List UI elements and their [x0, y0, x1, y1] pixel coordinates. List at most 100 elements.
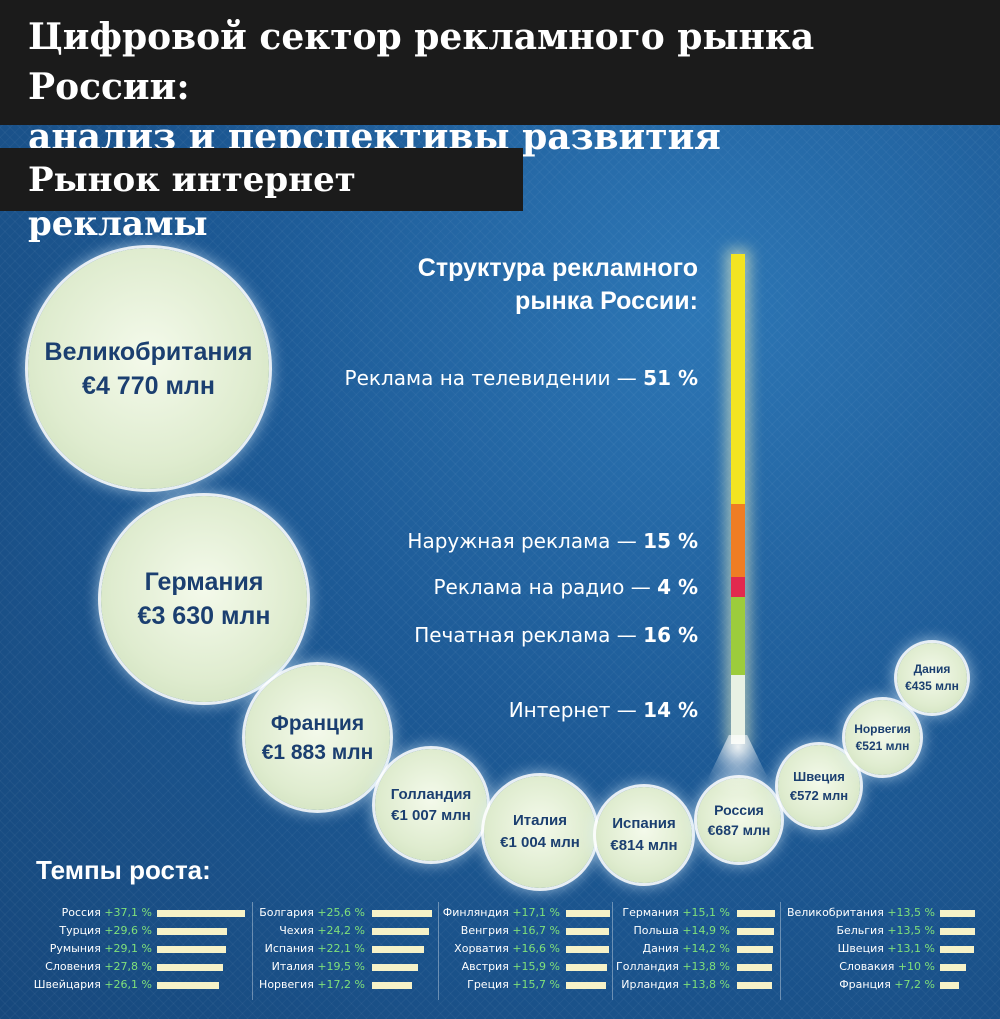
bubble-value: €1 883 млн	[261, 740, 374, 764]
growth-country: Венгрия	[460, 924, 513, 937]
growth-value: +10 %	[897, 960, 935, 973]
growth-bar	[372, 964, 418, 971]
growth-country: Хорватия	[454, 942, 513, 955]
bubble-italy: Италия €1 004 млн	[484, 776, 596, 888]
growth-row: Швеция +13,1 %	[0, 940, 935, 958]
bubble-sweden: Швеция €572 млн	[778, 745, 860, 827]
growth-country: Румыния	[49, 942, 105, 955]
bubble-norway: Норвегия €521 млн	[845, 700, 920, 775]
segment-name: Интернет —	[508, 698, 637, 722]
structure-title-line-1: Структура рекламного	[417, 254, 698, 282]
growth-row: Финляндия +17,1 %	[0, 904, 560, 922]
segment-name: Реклама на радио —	[433, 575, 651, 599]
bubble-country: Великобритания	[44, 337, 253, 366]
growth-country: Швеция	[837, 942, 888, 955]
growth-country: Голландия	[616, 960, 683, 973]
header-banner: Цифровой сектор рекламного рынка России:…	[0, 0, 1000, 158]
growth-value: +19,5 %	[317, 960, 365, 973]
growth-bar	[157, 982, 219, 989]
structure-bar	[731, 254, 745, 744]
bubble-value: €1 007 млн	[391, 807, 471, 824]
growth-bar	[566, 964, 607, 971]
growth-value: +16,6 %	[512, 942, 560, 955]
growth-country: Италия	[271, 960, 318, 973]
growth-value: +17,1 %	[512, 906, 560, 919]
bubble-germany: Германия €3 630 млн	[101, 496, 307, 702]
segment-label-radio: Реклама на радио — 4 %	[433, 575, 698, 599]
section-title: Рынок интернет рекламы	[28, 160, 356, 244]
growth-row: Германия +15,1 %	[0, 904, 730, 922]
growth-row: Словакия +10 %	[0, 958, 935, 976]
growth-bar	[940, 964, 966, 971]
growth-value: +25,6 %	[317, 906, 365, 919]
growth-value: +13,1 %	[887, 942, 935, 955]
growth-country: Финляндия	[442, 906, 513, 919]
growth-country: Болгария	[259, 906, 318, 919]
growth-value: +17,2 %	[317, 978, 365, 991]
growth-value: +15,1 %	[682, 906, 730, 919]
page-title: Цифровой сектор рекламного рынка России:…	[28, 12, 988, 162]
growth-bar	[372, 910, 432, 917]
growth-row: Румыния +29,1 %	[0, 940, 152, 958]
growth-bar	[157, 964, 223, 971]
bubble-country: Россия	[714, 802, 764, 818]
section-banner: Рынок интернет рекламы	[0, 148, 523, 244]
growth-bar	[372, 982, 413, 989]
growth-value: +13,5 %	[887, 906, 935, 919]
growth-bar	[157, 910, 245, 917]
growth-value: +14,2 %	[682, 942, 730, 955]
bubble-value: €435 млн	[905, 679, 959, 693]
growth-bar	[940, 946, 974, 953]
growth-row: Турция +29,6 %	[0, 922, 152, 940]
growth-value: +13,8 %	[682, 960, 730, 973]
growth-value: +16,7 %	[512, 924, 560, 937]
segment-label-internet: Интернет — 14 %	[509, 698, 698, 722]
growth-country: Испания	[264, 942, 318, 955]
structure-segment-4	[731, 675, 745, 744]
growth-country: Словакия	[839, 960, 898, 973]
segment-value: 15 %	[643, 529, 698, 553]
bubble-denmark: Дания €435 млн	[897, 643, 967, 713]
segment-name: Наружная реклама —	[407, 529, 637, 553]
bubble-value: €572 млн	[789, 788, 849, 803]
growth-bar	[157, 928, 228, 935]
growth-row: Словения +27,8 %	[0, 958, 152, 976]
growth-country: Греция	[467, 978, 513, 991]
growth-column-divider	[438, 902, 439, 1000]
growth-value: +22,1 %	[317, 942, 365, 955]
bubble-country: Германия	[144, 568, 264, 596]
growth-column-divider	[252, 902, 253, 1000]
growth-value: +15,9 %	[512, 960, 560, 973]
bubble-spain: Испания €814 млн	[596, 787, 692, 883]
growth-row: Россия +37,1 %	[0, 904, 152, 922]
growth-row: Франция +7,2 %	[0, 976, 935, 994]
bubble-country: Норвегия	[854, 721, 911, 736]
growth-bar	[737, 982, 772, 989]
growth-country: Польша	[633, 924, 683, 937]
bubble-uk: Великобритания €4 770 млн	[28, 248, 269, 489]
bubble-netherlands: Голландия €1 007 млн	[375, 749, 487, 861]
growth-country: Дания	[642, 942, 683, 955]
segment-label-tv: Реклама на телевидении — 51 %	[345, 366, 698, 390]
structure-segment-1	[731, 503, 745, 578]
growth-row: Болгария +25,6 %	[0, 904, 365, 922]
growth-country: Норвегия	[259, 978, 318, 991]
growth-country: Германия	[622, 906, 683, 919]
title-line-1: Цифровой сектор рекламного рынка России:	[28, 16, 815, 108]
bubble-france: Франция €1 883 млн	[245, 665, 390, 810]
growth-bar	[737, 964, 772, 971]
segment-value: 16 %	[643, 623, 698, 647]
growth-bar	[737, 910, 775, 917]
growth-country: Австрия	[461, 960, 513, 973]
bubble-value: €3 630 млн	[137, 602, 271, 630]
bubble-country: Испания	[612, 815, 676, 832]
growth-row: Чехия +24,2 %	[0, 922, 365, 940]
growth-country: Бельгия	[836, 924, 888, 937]
growth-value: +7,2 %	[894, 978, 935, 991]
structure-segment-2	[731, 577, 745, 597]
growth-country: Ирландия	[621, 978, 683, 991]
growth-value: +29,6 %	[104, 924, 152, 937]
growth-value: +27,8 %	[104, 960, 152, 973]
growth-country: Словения	[45, 960, 105, 973]
growth-row: Бельгия +13,5 %	[0, 922, 935, 940]
